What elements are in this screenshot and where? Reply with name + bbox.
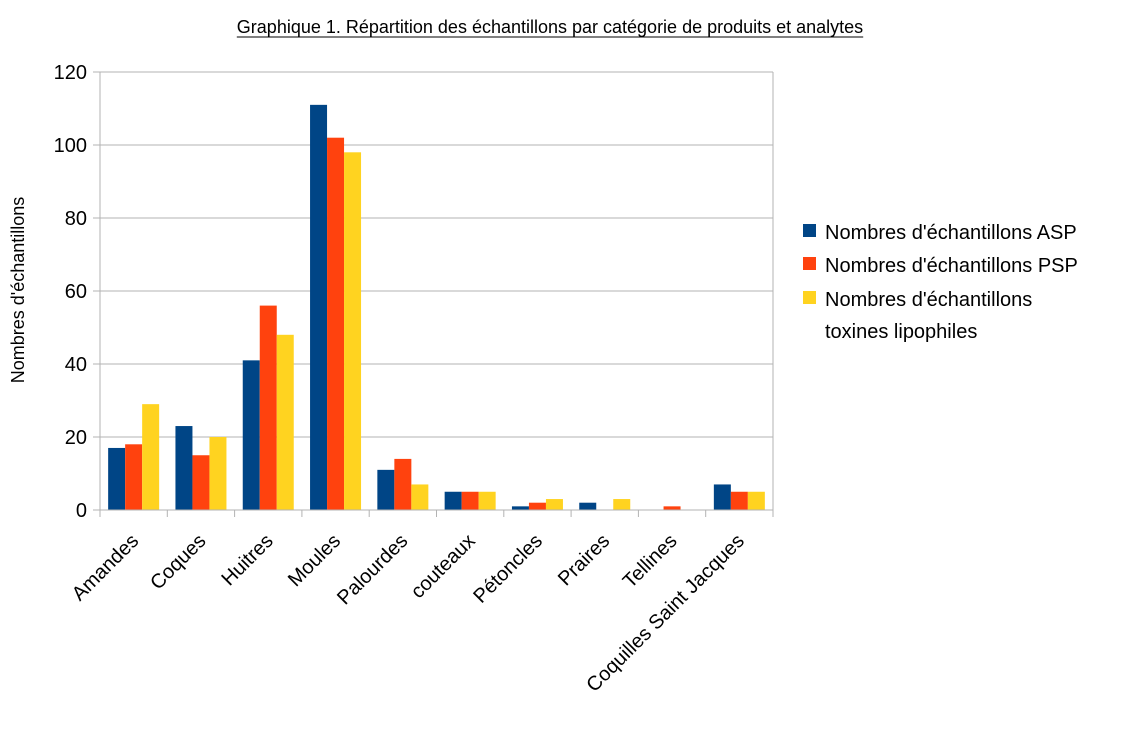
bar-9-2 xyxy=(747,491,765,510)
x-tick-label: Coques xyxy=(146,530,210,594)
x-tick-label: Huitres xyxy=(217,530,277,590)
bar-6-0 xyxy=(511,506,529,510)
y-tick-label: 60 xyxy=(65,281,87,303)
y-tick-labels: 0 20 40 60 80 100 120 xyxy=(54,62,87,522)
bar-5-0 xyxy=(444,491,462,510)
y-tick-label: 40 xyxy=(65,354,87,376)
bar-5-1 xyxy=(461,491,479,510)
bar-4-0 xyxy=(377,469,395,510)
legend-label-1: Nombres d'échantillons PSP xyxy=(825,255,1078,277)
legend-swatch-2 xyxy=(803,291,816,304)
legend-label-2: Nombres d'échantillons xyxy=(825,289,1032,311)
legend-label-2: toxines lipophiles xyxy=(825,321,977,343)
bar-6-2 xyxy=(545,499,563,510)
y-axis-label: Nombres d'échantillons xyxy=(8,197,28,384)
bar-3-2 xyxy=(344,152,362,511)
bars xyxy=(108,104,765,511)
bar-3-1 xyxy=(327,137,345,510)
x-tick-label: Tellines xyxy=(619,530,682,593)
bar-7-0 xyxy=(579,502,597,510)
bar-6-1 xyxy=(528,502,546,510)
y-tick-label: 80 xyxy=(65,208,87,230)
bar-4-1 xyxy=(394,458,412,510)
bar-2-1 xyxy=(259,305,277,510)
bar-8-1 xyxy=(663,506,681,510)
legend-swatch-1 xyxy=(803,257,816,270)
bar-0-1 xyxy=(125,444,143,510)
bar-1-0 xyxy=(175,426,193,510)
y-tick-label: 0 xyxy=(76,500,87,522)
x-tick-label: Amandes xyxy=(68,530,143,605)
bar-2-0 xyxy=(242,360,260,510)
legend-label-0: Nombres d'échantillons ASP xyxy=(825,222,1077,244)
x-tick-label: Moules xyxy=(284,530,345,591)
x-tick-label: Praires xyxy=(554,530,614,590)
legend: Nombres d'échantillons ASP Nombres d'écha… xyxy=(803,222,1078,343)
axes xyxy=(99,72,774,517)
bar-0-2 xyxy=(142,404,160,510)
legend-swatch-0 xyxy=(803,224,816,237)
x-tick-label: Pétoncles xyxy=(469,530,547,608)
y-tick-label: 20 xyxy=(65,427,87,449)
bar-1-1 xyxy=(192,455,210,510)
bar-9-0 xyxy=(713,484,731,510)
x-tick-labels: Amandes Coques Huitres MoulesPalourdescoute… xyxy=(68,530,749,697)
bar-1-2 xyxy=(209,437,227,510)
bar-0-0 xyxy=(108,447,126,510)
bar-4-2 xyxy=(411,484,429,510)
chart-title: Graphique 1. Répartition des échantillon… xyxy=(237,17,863,37)
bar-3-0 xyxy=(310,104,328,510)
x-tick-label: Palourdes xyxy=(333,530,412,609)
bar-5-2 xyxy=(478,491,496,510)
gridlines xyxy=(93,71,773,511)
y-tick-label: 120 xyxy=(54,62,87,84)
bar-7-2 xyxy=(613,499,631,510)
bar-9-1 xyxy=(730,491,748,510)
bar-2-2 xyxy=(276,334,294,510)
y-tick-label: 100 xyxy=(54,135,87,157)
